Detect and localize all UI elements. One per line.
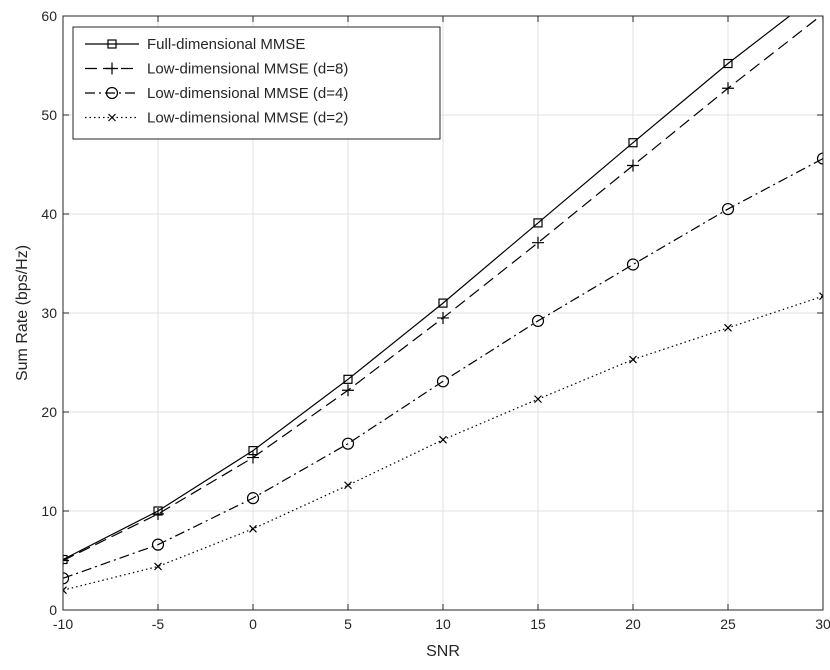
legend-marker — [105, 86, 119, 100]
data-point-marker — [246, 492, 260, 505]
plot-frame — [62, 15, 824, 611]
data-point-marker — [344, 481, 352, 490]
legend-label: Full-dimensional MMSE — [147, 36, 305, 53]
data-point-marker — [439, 435, 447, 444]
x-tick-label: 30 — [815, 616, 830, 632]
data-point-marker — [721, 202, 735, 216]
legend: Full-dimensional MMSE Low-dimensional MMS… — [72, 26, 441, 140]
x-tick-label: 15 — [530, 616, 546, 632]
data-point-marker — [627, 159, 639, 172]
x-tick-label: 10 — [435, 616, 451, 632]
data-point-marker — [533, 218, 543, 228]
data-point-marker — [723, 58, 733, 69]
data-point-marker — [63, 554, 68, 565]
data-point-marker — [437, 311, 449, 324]
legend-label: Low-dimensional MMSE (d=4) — [147, 85, 348, 102]
legend-marker — [108, 113, 116, 122]
y-tick-label: 50 — [41, 107, 57, 123]
data-point-marker — [152, 507, 164, 520]
data-point-marker — [819, 292, 823, 301]
data-point-marker — [342, 384, 354, 397]
x-tick-label: 5 — [344, 616, 352, 632]
legend-marker — [107, 39, 117, 49]
y-tick-label: 40 — [41, 206, 57, 222]
data-point-marker — [151, 538, 165, 551]
data-point-marker — [341, 437, 355, 450]
y-tick-label: 10 — [41, 503, 57, 519]
x-axis-label: SNR — [426, 643, 460, 660]
data-point-marker — [63, 586, 67, 595]
series-4 — [63, 292, 823, 595]
data-point-marker — [628, 138, 638, 148]
y-tick-label: 0 — [49, 602, 57, 618]
x-tick-label: 20 — [625, 616, 641, 632]
data-point-marker — [63, 554, 69, 567]
y-tick-label: 30 — [41, 305, 57, 321]
data-point-marker — [343, 374, 353, 384]
data-point-marker — [247, 451, 259, 464]
data-point-marker — [626, 258, 640, 271]
x-tick-label: -10 — [53, 616, 73, 632]
data-point-marker — [722, 82, 734, 95]
legend-label: Low-dimensional MMSE (d=2) — [147, 110, 348, 127]
data-point-marker — [438, 298, 448, 308]
series-3 — [63, 152, 823, 585]
x-tick-label: 25 — [720, 616, 736, 632]
series-group — [63, 16, 823, 595]
series-line — [63, 16, 791, 561]
legend-box — [72, 26, 441, 140]
x-tick-label: 0 — [249, 616, 257, 632]
y-tick-label: 20 — [41, 404, 57, 420]
data-point-marker — [629, 355, 637, 364]
y-axis-label: Sum Rate (bps/Hz) — [14, 245, 31, 381]
legend-label: Low-dimensional MMSE (d=8) — [147, 61, 348, 78]
data-point-marker — [532, 236, 544, 249]
data-point-marker — [63, 572, 70, 585]
data-point-marker — [436, 375, 450, 388]
series-1 — [63, 16, 791, 565]
legend-marker — [106, 62, 118, 75]
axis-ticks: -10 -5 0 5 10 15 20 25 30 0 10 20 30 40 50 60 — [41, 8, 830, 632]
y-tick-label: 60 — [41, 8, 57, 24]
data-point-marker — [724, 323, 732, 332]
data-point-marker — [249, 524, 257, 533]
data-point-marker — [816, 152, 823, 165]
series-2 — [63, 16, 823, 567]
data-point-marker — [154, 562, 162, 571]
data-point-marker — [534, 395, 542, 404]
data-point-marker — [531, 314, 545, 328]
series-line — [63, 158, 823, 579]
x-tick-label: -5 — [152, 616, 165, 632]
